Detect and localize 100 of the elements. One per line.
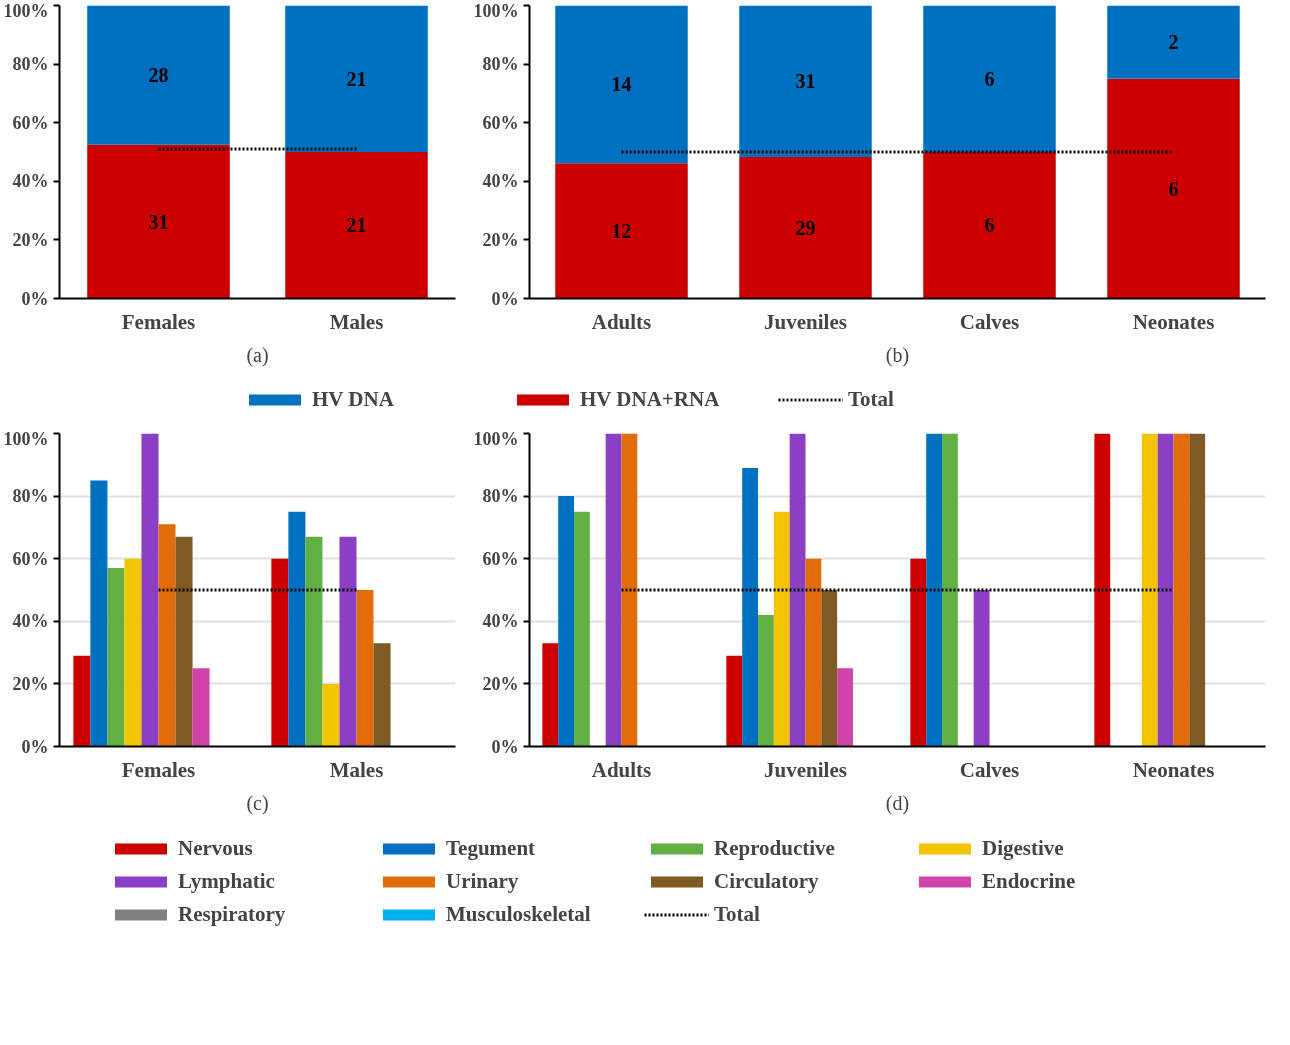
y-tick-label: 0% xyxy=(21,736,49,757)
y-tick-label: 60% xyxy=(12,112,49,133)
bar xyxy=(555,163,688,299)
bar xyxy=(322,683,340,747)
y-tick-label: 100% xyxy=(473,428,519,449)
bar xyxy=(288,511,306,747)
x-tick-label: Males xyxy=(329,309,384,334)
x-tick-label: Juveniles xyxy=(764,309,847,334)
bar xyxy=(1107,78,1240,299)
text: (d) xyxy=(885,791,910,815)
bar xyxy=(574,511,590,747)
bar xyxy=(621,433,638,747)
annotation: 14 xyxy=(611,73,632,96)
annotation: 2 xyxy=(1168,31,1179,54)
bar xyxy=(821,590,838,747)
bar xyxy=(158,524,176,747)
bar xyxy=(942,433,958,747)
bar xyxy=(1173,433,1190,747)
x-tick-label: Adults xyxy=(591,309,652,334)
annotation: 31 xyxy=(795,70,816,93)
text: (a) xyxy=(246,343,269,367)
bar xyxy=(124,558,142,747)
y-tick-label: 100% xyxy=(3,0,49,21)
bar xyxy=(1189,433,1206,747)
annotation: 12 xyxy=(611,219,632,242)
x-tick-label: Neonates xyxy=(1132,757,1215,782)
bar xyxy=(1107,5,1240,79)
bar xyxy=(1157,433,1174,747)
bar xyxy=(742,467,759,747)
legend-label: Digestive xyxy=(982,835,1065,861)
bar xyxy=(356,590,374,747)
legend-label: Total xyxy=(848,386,895,412)
x-tick-label: Females xyxy=(121,757,196,782)
bar xyxy=(910,558,927,747)
y-tick-label: 20% xyxy=(482,229,519,250)
x-tick-label: Adults xyxy=(591,757,652,782)
y-tick-label: 60% xyxy=(12,548,49,569)
bar xyxy=(789,433,806,747)
y-tick-label: 100% xyxy=(3,428,49,449)
bar xyxy=(758,615,774,747)
y-tick-label: 80% xyxy=(482,54,519,75)
y-tick-label: 40% xyxy=(12,171,49,192)
y-tick-label: 80% xyxy=(12,54,49,75)
y-tick-label: 80% xyxy=(482,486,519,507)
annotation: 6 xyxy=(984,214,995,237)
bar xyxy=(285,152,428,299)
bar xyxy=(1141,433,1158,747)
bar xyxy=(73,655,91,747)
bar xyxy=(305,536,323,747)
y-tick-label: 40% xyxy=(12,611,49,632)
legend-label: HV DNA xyxy=(312,386,395,412)
annotation: 28 xyxy=(148,64,169,87)
bar xyxy=(271,558,289,747)
bar xyxy=(923,152,1056,299)
annotation: 21 xyxy=(346,67,367,90)
bar xyxy=(805,558,822,747)
legend-label: Nervous xyxy=(178,835,254,861)
bar xyxy=(542,643,559,747)
x-tick-label: Juveniles xyxy=(764,757,847,782)
bar xyxy=(923,5,1056,152)
y-tick-label: 80% xyxy=(12,486,49,507)
x-tick-label: Females xyxy=(121,309,196,334)
x-tick-label: Calves xyxy=(959,309,1020,334)
bar xyxy=(773,511,790,747)
bar xyxy=(87,5,230,145)
bar xyxy=(605,433,622,747)
x-tick-label: Males xyxy=(329,757,384,782)
annotation: 29 xyxy=(795,216,816,239)
text: (b) xyxy=(885,343,910,367)
x-tick-label: Neonates xyxy=(1132,309,1215,334)
y-tick-label: 20% xyxy=(12,673,49,694)
bar xyxy=(339,536,357,747)
bar xyxy=(192,668,210,747)
legend-label: Tegument xyxy=(446,835,537,861)
y-tick-label: 100% xyxy=(473,0,519,21)
y-tick-label: 20% xyxy=(482,673,519,694)
bar xyxy=(558,496,575,747)
legend-label: Musculoskeletal xyxy=(446,901,592,927)
bar xyxy=(141,433,159,747)
legend-label: HV DNA+RNA xyxy=(580,386,721,412)
bar xyxy=(726,655,743,747)
bar xyxy=(739,5,872,157)
bar xyxy=(175,536,193,747)
legend-label: Endocrine xyxy=(982,868,1077,894)
annotation: 31 xyxy=(148,210,169,233)
y-tick-label: 0% xyxy=(21,288,49,309)
text: (c) xyxy=(246,791,269,815)
y-tick-label: 0% xyxy=(491,736,519,757)
bar xyxy=(90,480,108,747)
bar xyxy=(837,668,853,747)
legend-label: Urinary xyxy=(446,868,520,894)
x-tick-label: Calves xyxy=(959,757,1020,782)
bar xyxy=(739,156,872,299)
bar xyxy=(87,144,230,299)
bar xyxy=(285,5,428,152)
legend-label: Total xyxy=(714,901,761,927)
legend-label: Lymphatic xyxy=(178,868,276,894)
bar xyxy=(373,643,391,747)
legend-label: Circulatory xyxy=(714,868,820,894)
annotation: 21 xyxy=(346,214,367,237)
